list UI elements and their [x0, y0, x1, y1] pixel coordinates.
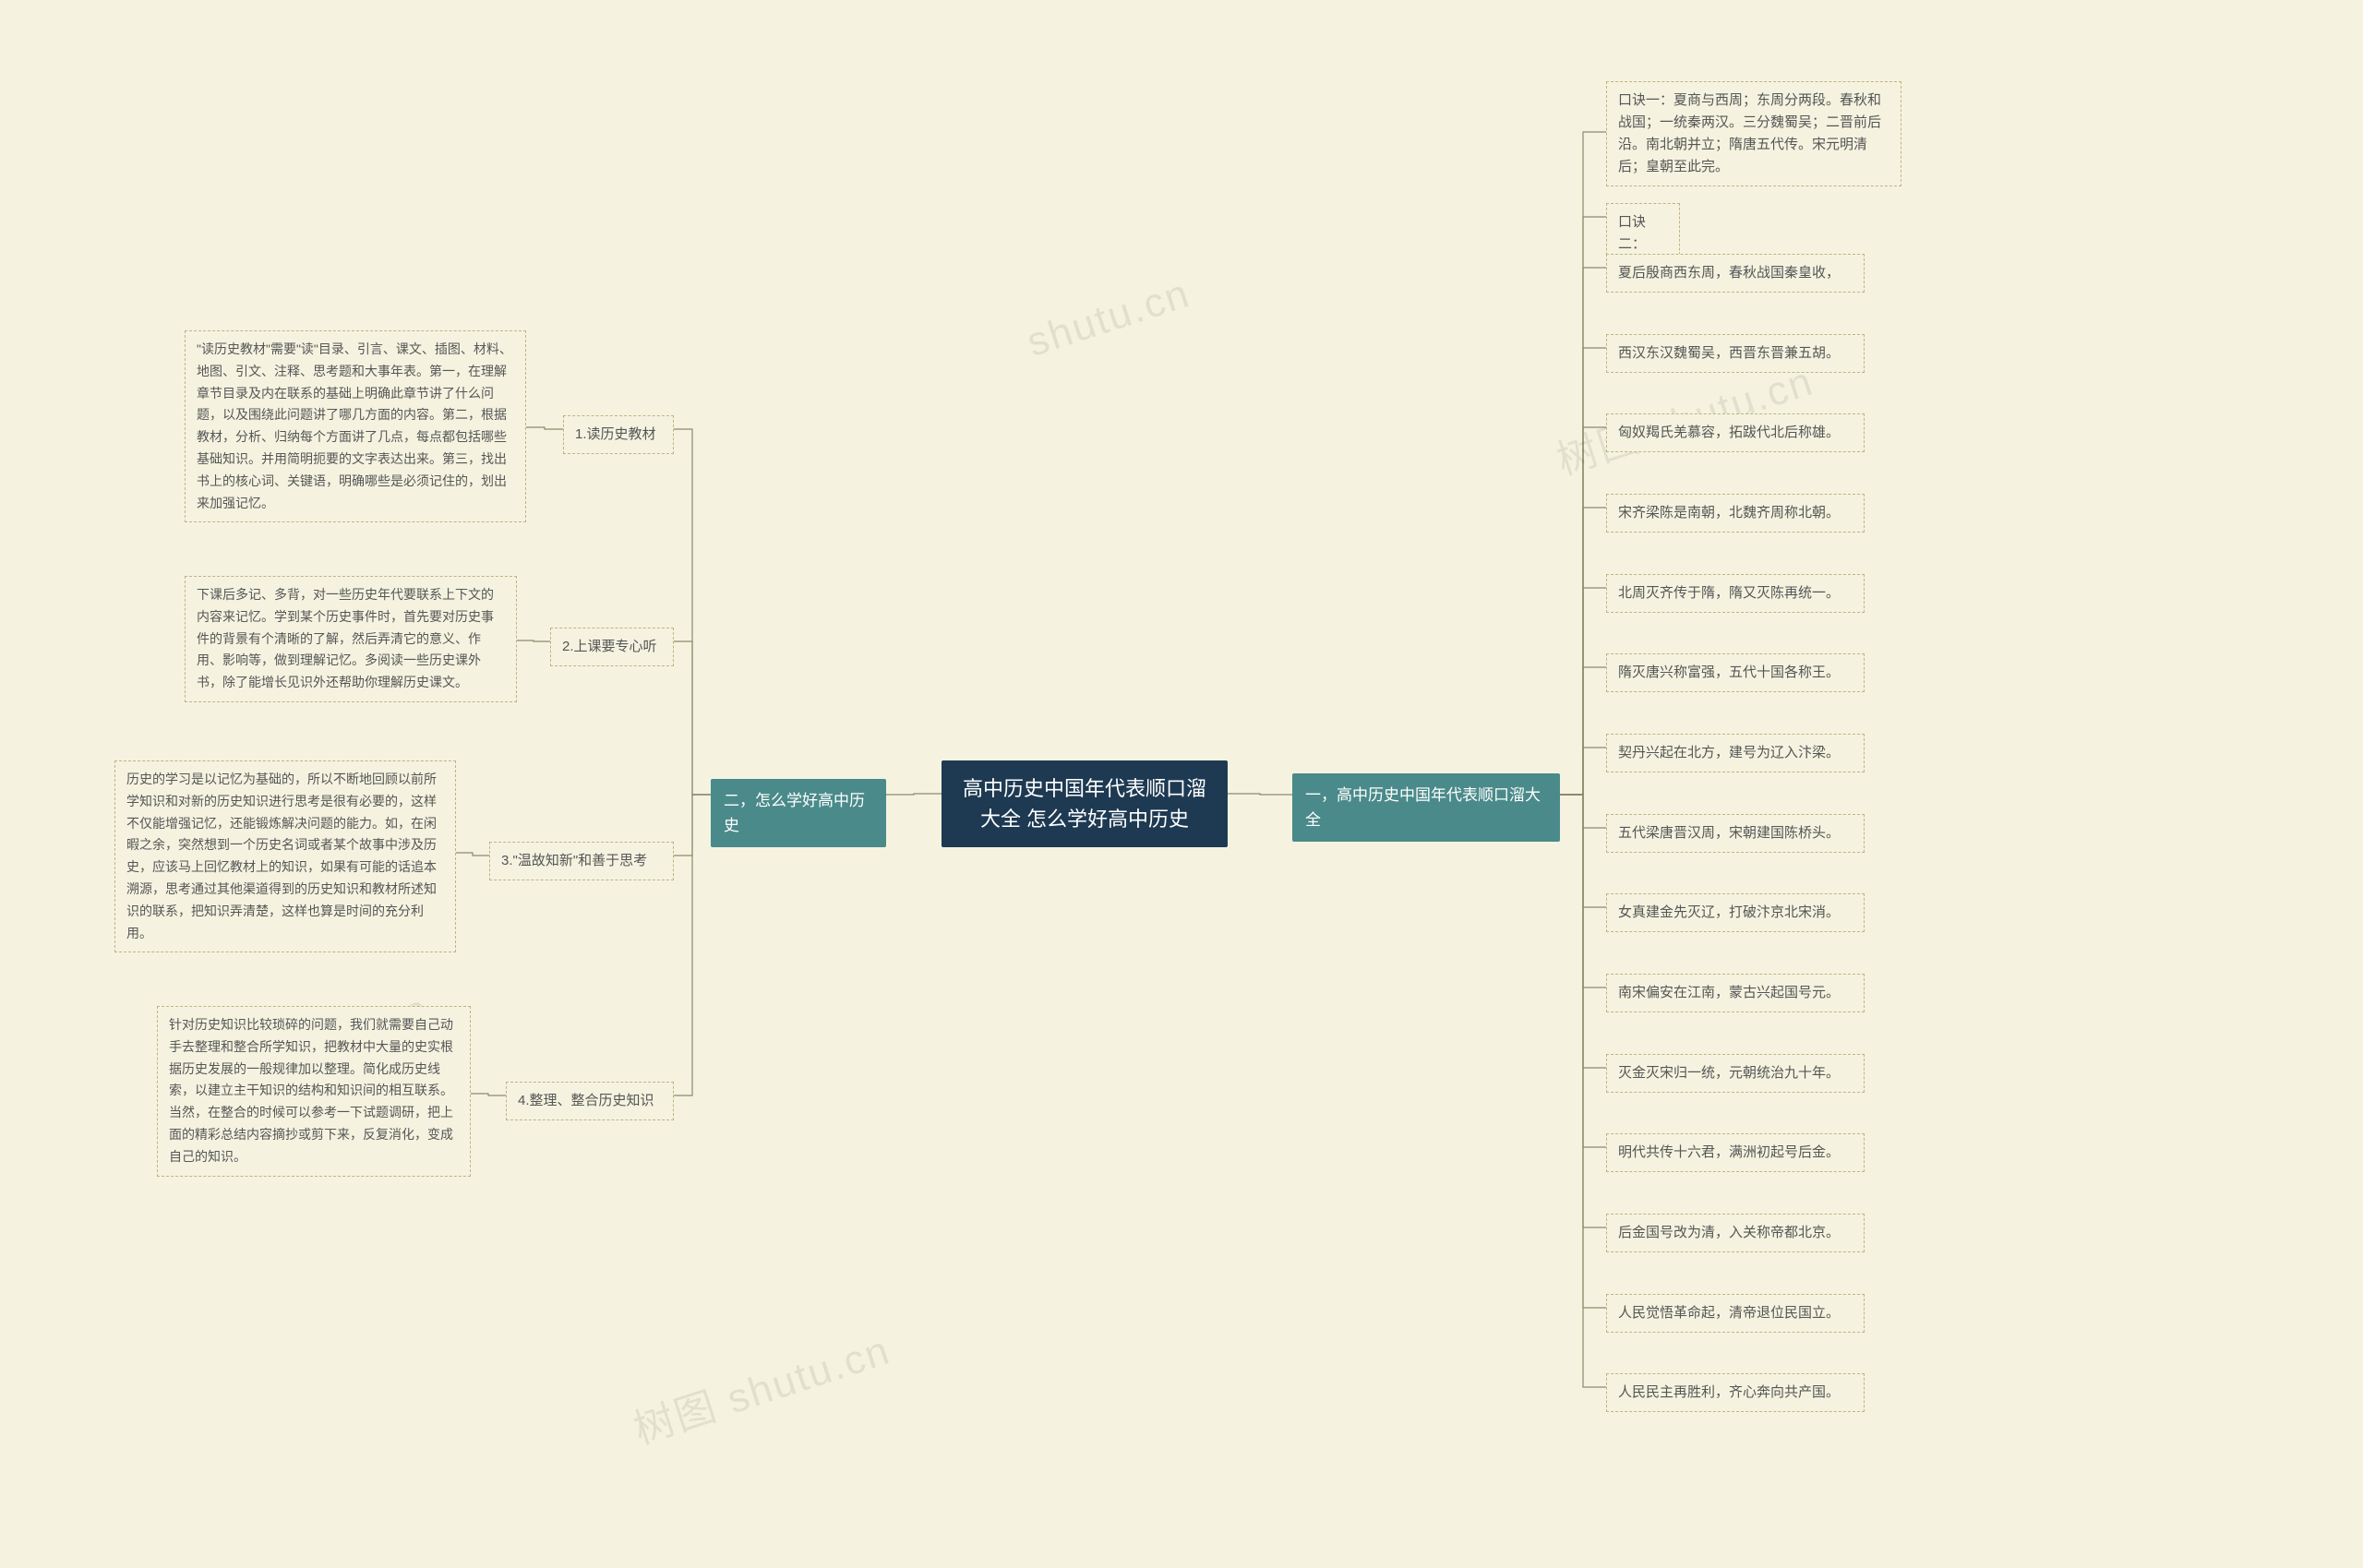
leaf-b1-3: 西汉东汉魏蜀吴，西晋东晋兼五胡。 — [1606, 334, 1865, 373]
leaf-b1-5: 宋齐梁陈是南朝，北魏齐周称北朝。 — [1606, 494, 1865, 533]
leaf-b1-6: 北周灭齐传于隋，隋又灭陈再统一。 — [1606, 574, 1865, 613]
leaf-b1-13: 明代共传十六君，满洲初起号后金。 — [1606, 1133, 1865, 1172]
leaf-b1-0: 口诀一：夏商与西周；东周分两段。春秋和战国；一统秦两汉。三分魏蜀吴；二晋前后沿。… — [1606, 81, 1901, 186]
detail-b2-0: "读历史教材"需要"读"目录、引言、课文、插图、材料、地图、引文、注释、思考题和… — [185, 330, 526, 522]
leaf-b1-11: 南宋偏安在江南，蒙古兴起国号元。 — [1606, 974, 1865, 1012]
leaf-b1-16: 人民民主再胜利，齐心奔向共产国。 — [1606, 1373, 1865, 1412]
leaf-b1-2: 夏后殷商西东周，春秋战国秦皇收， — [1606, 254, 1865, 293]
detail-b2-2: 历史的学习是以记忆为基础的，所以不断地回顾以前所学知识和对新的历史知识进行思考是… — [114, 760, 456, 952]
leaf-b1-4: 匈奴羯氏羌慕容，拓跋代北后称雄。 — [1606, 413, 1865, 452]
leaf-b1-12: 灭金灭宋归一统，元朝统治九十年。 — [1606, 1054, 1865, 1093]
leaf-b2-2: 3."温故知新"和善于思考 — [489, 842, 674, 880]
leaf-b2-3: 4.整理、整合历史知识 — [506, 1082, 674, 1120]
leaf-b1-15: 人民觉悟革命起，清帝退位民国立。 — [1606, 1294, 1865, 1333]
leaf-b2-1: 2.上课要专心听 — [550, 628, 674, 666]
watermark: 树图 shutu.cn — [625, 1317, 896, 1455]
detail-b2-1: 下课后多记、多背，对一些历史年代要联系上下文的内容来记忆。学到某个历史事件时，首… — [185, 576, 517, 702]
leaf-b2-0: 1.读历史教材 — [563, 415, 674, 454]
leaf-b1-9: 五代梁唐晋汉周，宋朝建国陈桥头。 — [1606, 814, 1865, 853]
center-node: 高中历史中国年代表顺口溜大全 怎么学好高中历史 — [942, 760, 1228, 847]
leaf-b1-7: 隋灭唐兴称富强，五代十国各称王。 — [1606, 653, 1865, 692]
leaf-b1-10: 女真建金先灭辽，打破汴京北宋消。 — [1606, 893, 1865, 932]
branch-node-b2: 二，怎么学好高中历史 — [711, 779, 886, 847]
branch-node-b1: 一，高中历史中国年代表顺口溜大全 — [1292, 773, 1560, 842]
watermark: shutu.cn — [1022, 270, 1196, 366]
detail-b2-3: 针对历史知识比较琐碎的问题，我们就需要自己动手去整理和整合所学知识，把教材中大量… — [157, 1006, 471, 1177]
leaf-b1-8: 契丹兴起在北方，建号为辽入汴梁。 — [1606, 734, 1865, 772]
leaf-b1-14: 后金国号改为清，入关称帝都北京。 — [1606, 1214, 1865, 1252]
